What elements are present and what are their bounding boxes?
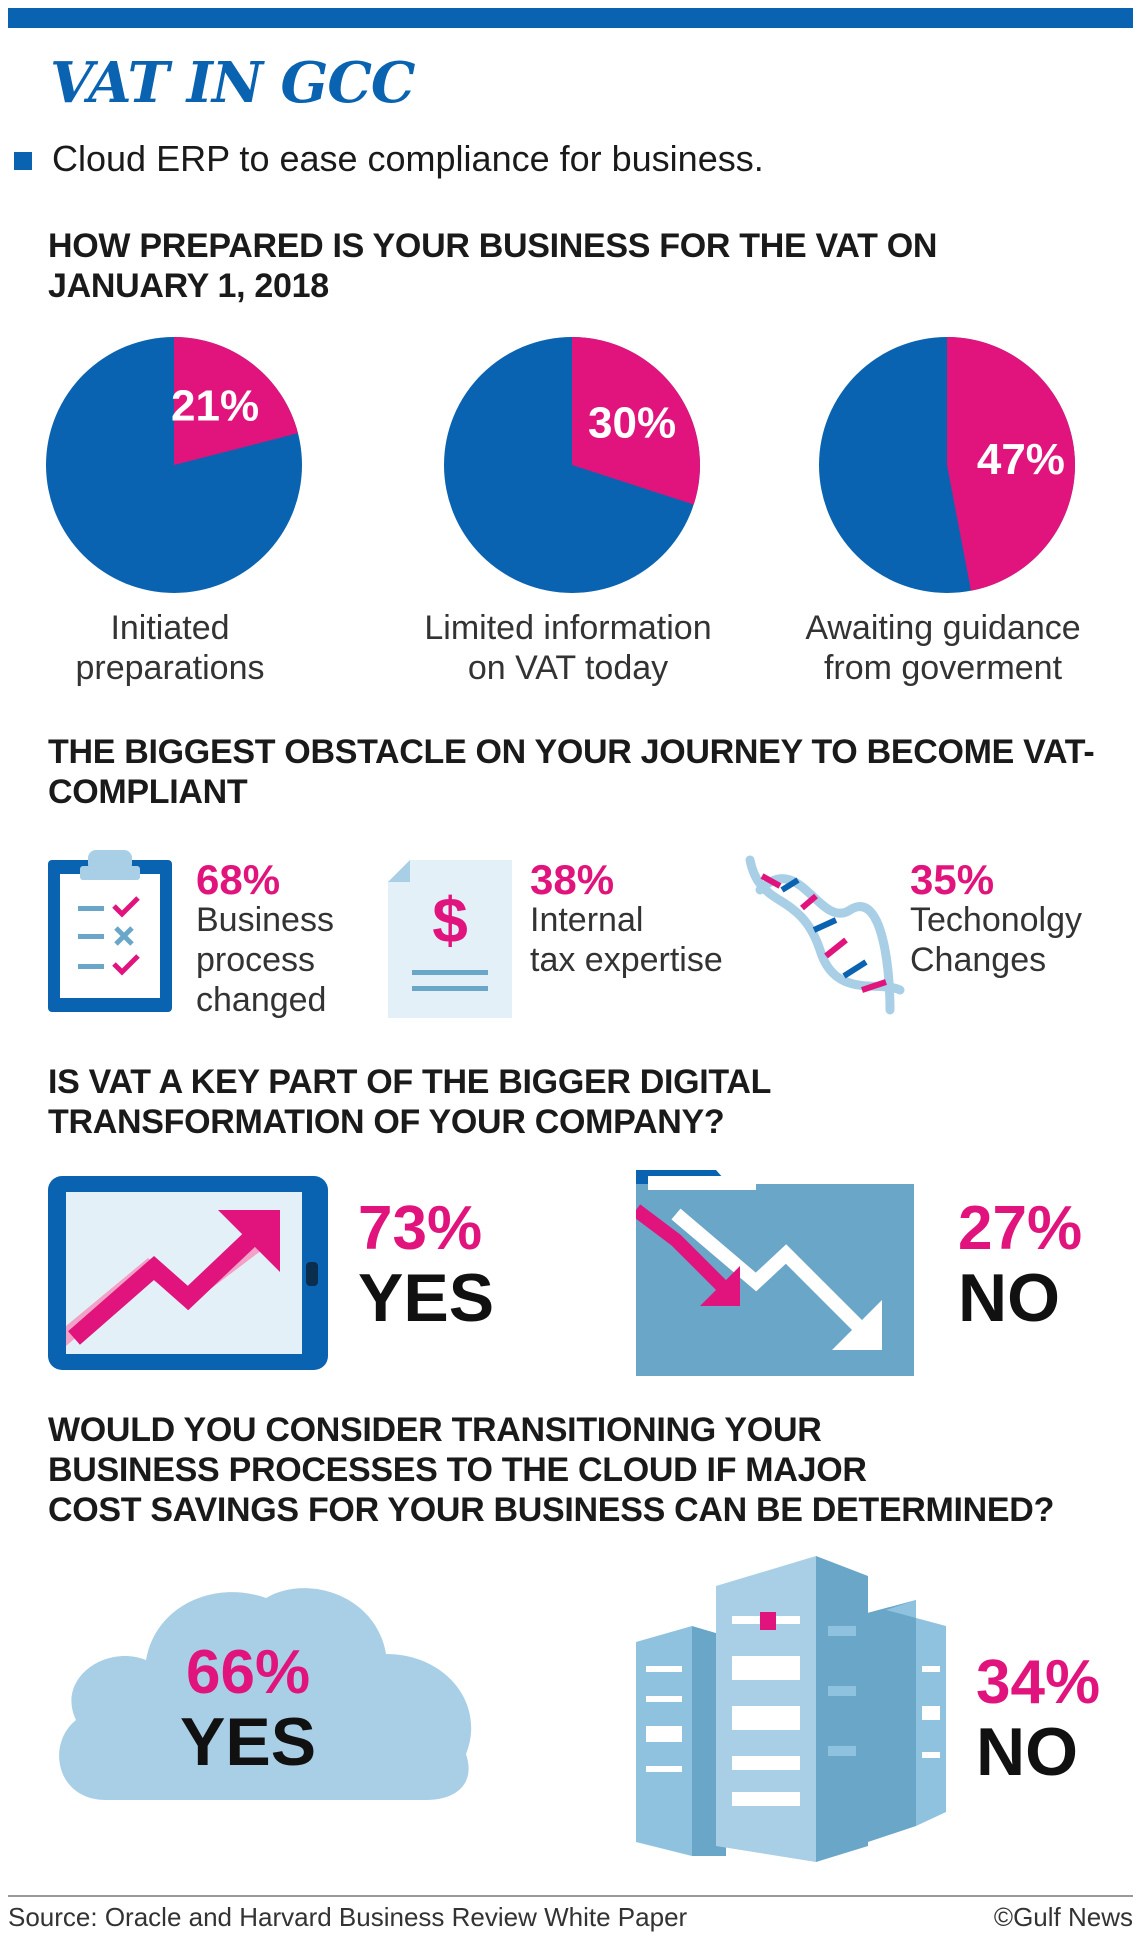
- obstacle-2-line2: tax expertise: [530, 941, 723, 979]
- folder-falling-chart-icon: [636, 1170, 914, 1376]
- credit-note: ©Gulf News: [993, 1902, 1133, 1932]
- pie-charts: 21% 30% 47%: [46, 337, 1075, 593]
- pie-slice-highlight: [947, 337, 1075, 591]
- obstacle-2: 38% Internal tax expertise: [530, 856, 723, 980]
- question-cloud-transition-line3: COST SAVINGS FOR YOUR BUSINESS CAN BE DE…: [48, 1491, 1055, 1529]
- cloud-icon: [59, 1588, 472, 1800]
- cloud-no-label: NO: [976, 1714, 1078, 1790]
- pie-label-2-line2: on VAT today: [467, 649, 669, 687]
- footer-divider: [8, 1895, 1133, 1897]
- transformation-no: 27% NO: [958, 1194, 1083, 1336]
- pie-pct-label: 30%: [588, 398, 676, 447]
- transformation-no-pct: 27%: [958, 1194, 1083, 1263]
- cloud-no-pct: 34%: [976, 1648, 1101, 1717]
- obstacle-1-pct: 68%: [196, 856, 281, 903]
- pie-label-3-line2: from goverment: [823, 649, 1063, 687]
- question-obstacle: THE BIGGEST OBSTACLE ON YOUR JOURNEY TO …: [48, 733, 1095, 811]
- question-cloud-transition-line2: BUSINESS PROCESSES TO THE CLOUD IF MAJOR: [48, 1451, 867, 1489]
- obstacle-3-pct: 35%: [910, 856, 995, 903]
- question-digital-transformation-line2: TRANSFORMATION OF YOUR COMPANY?: [48, 1103, 725, 1141]
- pie-slice-highlight: [572, 337, 700, 505]
- pie-chart-2: 30%: [444, 337, 700, 593]
- top-bar: [8, 8, 1133, 28]
- transformation-no-label: NO: [958, 1260, 1060, 1336]
- pie-slice-highlight: [174, 337, 298, 465]
- question-cloud-transition-line1: WOULD YOU CONSIDER TRANSITIONING YOUR: [48, 1411, 822, 1449]
- cloud-yes-pct: 66%: [185, 1638, 311, 1707]
- clipboard-checklist-icon: [48, 850, 172, 1012]
- obstacle-3: 35% Techonolgy Changes: [910, 856, 1083, 980]
- transformation-yes-label: YES: [358, 1260, 495, 1336]
- obstacle-2-line1: Internal: [530, 901, 644, 939]
- obstacle-3-line2: Changes: [910, 941, 1047, 979]
- cloud-yes: 66% YES: [180, 1638, 317, 1780]
- question-digital-transformation-line1: IS VAT A KEY PART OF THE BIGGER DIGITAL: [48, 1063, 772, 1101]
- obstacle-2-pct: 38%: [530, 856, 615, 903]
- tablet-rising-chart-icon: [48, 1176, 328, 1370]
- page-subtitle: Cloud ERP to ease compliance for busines…: [52, 138, 764, 179]
- transformation-yes: 73% YES: [358, 1194, 495, 1336]
- obstacle-1-line3: changed: [196, 981, 327, 1019]
- pie-label-1-line1: Initiated: [110, 609, 230, 647]
- obstacle-1: 68% Business process changed: [196, 856, 334, 1020]
- bullet-square-icon: [14, 152, 32, 170]
- pie-label-1: Initiated preparations: [0, 608, 340, 688]
- obstacle-3-line1: Techonolgy: [910, 901, 1083, 939]
- pie-label-3: Awaiting guidance from goverment: [773, 608, 1113, 688]
- pie-label-3-line1: Awaiting guidance: [805, 609, 1081, 647]
- pie-pct-label: 47%: [977, 435, 1065, 484]
- pie-label-2: Limited information on VAT today: [398, 608, 738, 688]
- obstacle-1-line1: Business: [196, 901, 334, 939]
- pie-pct-label: 21%: [171, 381, 259, 430]
- dna-helix-icon: [745, 855, 905, 1015]
- question-cloud-transition: WOULD YOU CONSIDER TRANSITIONING YOUR BU…: [48, 1410, 1138, 1530]
- dollar-document-icon: $: [388, 860, 512, 1018]
- pie-chart-1: 21%: [46, 337, 302, 593]
- svg-text:$: $: [432, 884, 468, 956]
- obstacle-1-line2: process: [196, 941, 316, 979]
- server-buildings-icon: [636, 1556, 946, 1862]
- cloud-no: 34% NO: [976, 1648, 1101, 1790]
- question-digital-transformation: IS VAT A KEY PART OF THE BIGGER DIGITAL …: [48, 1062, 771, 1142]
- transformation-yes-pct: 73%: [358, 1194, 483, 1263]
- pie-label-1-line2: preparations: [75, 649, 265, 687]
- source-note: Source: Oracle and Harvard Business Revi…: [8, 1902, 688, 1932]
- question-preparedness: HOW PREPARED IS YOUR BUSINESS FOR THE VA…: [48, 227, 938, 305]
- cloud-yes-label: YES: [180, 1704, 317, 1780]
- pie-chart-3: 47%: [819, 337, 1075, 593]
- pie-label-2-line1: Limited information: [424, 609, 712, 647]
- page-title: VAT IN GCC: [50, 50, 415, 116]
